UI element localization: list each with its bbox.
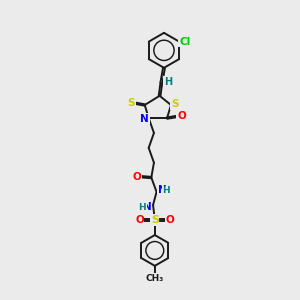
Text: O: O	[166, 215, 175, 225]
Text: S: S	[128, 98, 135, 108]
Text: O: O	[177, 111, 186, 121]
Text: O: O	[132, 172, 141, 182]
Text: N: N	[140, 114, 149, 124]
Text: H: H	[138, 202, 146, 211]
Text: Cl: Cl	[179, 37, 190, 46]
Text: H: H	[163, 187, 170, 196]
Text: N: N	[158, 185, 167, 196]
Text: CH₃: CH₃	[146, 274, 164, 283]
Text: H: H	[164, 77, 172, 87]
Text: O: O	[135, 215, 144, 225]
Text: S: S	[171, 99, 178, 109]
Text: N: N	[142, 202, 151, 212]
Text: S: S	[151, 215, 159, 225]
